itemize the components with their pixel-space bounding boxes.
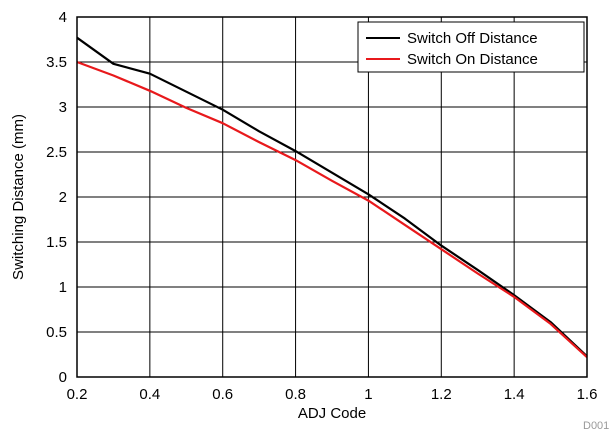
x-tick-label: 0.6 (212, 386, 233, 403)
series-switch-off-line (76, 36, 588, 358)
y-tick-label: 3 (59, 99, 67, 116)
y-tick-label: 0.5 (46, 324, 67, 341)
x-tick-label: 0.2 (67, 386, 88, 403)
x-tick-label: 0.4 (139, 386, 160, 403)
series-switch-on-line (76, 60, 588, 359)
legend-box (357, 21, 585, 73)
legend-entry-switch-off: Switch Off Distance (407, 30, 538, 47)
x-tick-label: 1.2 (431, 386, 452, 403)
legend: Switch Off Distance Switch On Distance (357, 21, 585, 73)
y-tick-label: 3.5 (46, 54, 67, 71)
plot-frame (76, 16, 588, 378)
y-tick-label: 2 (59, 189, 67, 206)
y-tick-label: 1.5 (46, 234, 67, 251)
y-tick-label: 0 (59, 369, 67, 386)
y-tick-label: 4 (59, 9, 67, 26)
x-axis-label: ADJ Code (298, 405, 366, 422)
series-lines (76, 36, 588, 359)
x-tick-label: 1.6 (577, 386, 598, 403)
figure-code: D001 (583, 420, 609, 432)
y-tick-label: 2.5 (46, 144, 67, 161)
y-tick-labels: 0 0.5 1 1.5 2 2.5 3 3.5 4 (46, 9, 67, 386)
legend-entry-switch-on: Switch On Distance (407, 51, 538, 68)
x-tick-labels: 0.2 0.4 0.6 0.8 1 1.2 1.4 1.6 (67, 386, 598, 403)
y-axis-label: Switching Distance (mm) (10, 114, 27, 280)
x-tick-label: 0.8 (285, 386, 306, 403)
y-tick-label: 1 (59, 279, 67, 296)
x-tick-label: 1.4 (504, 386, 525, 403)
x-tick-label: 1 (364, 386, 372, 403)
